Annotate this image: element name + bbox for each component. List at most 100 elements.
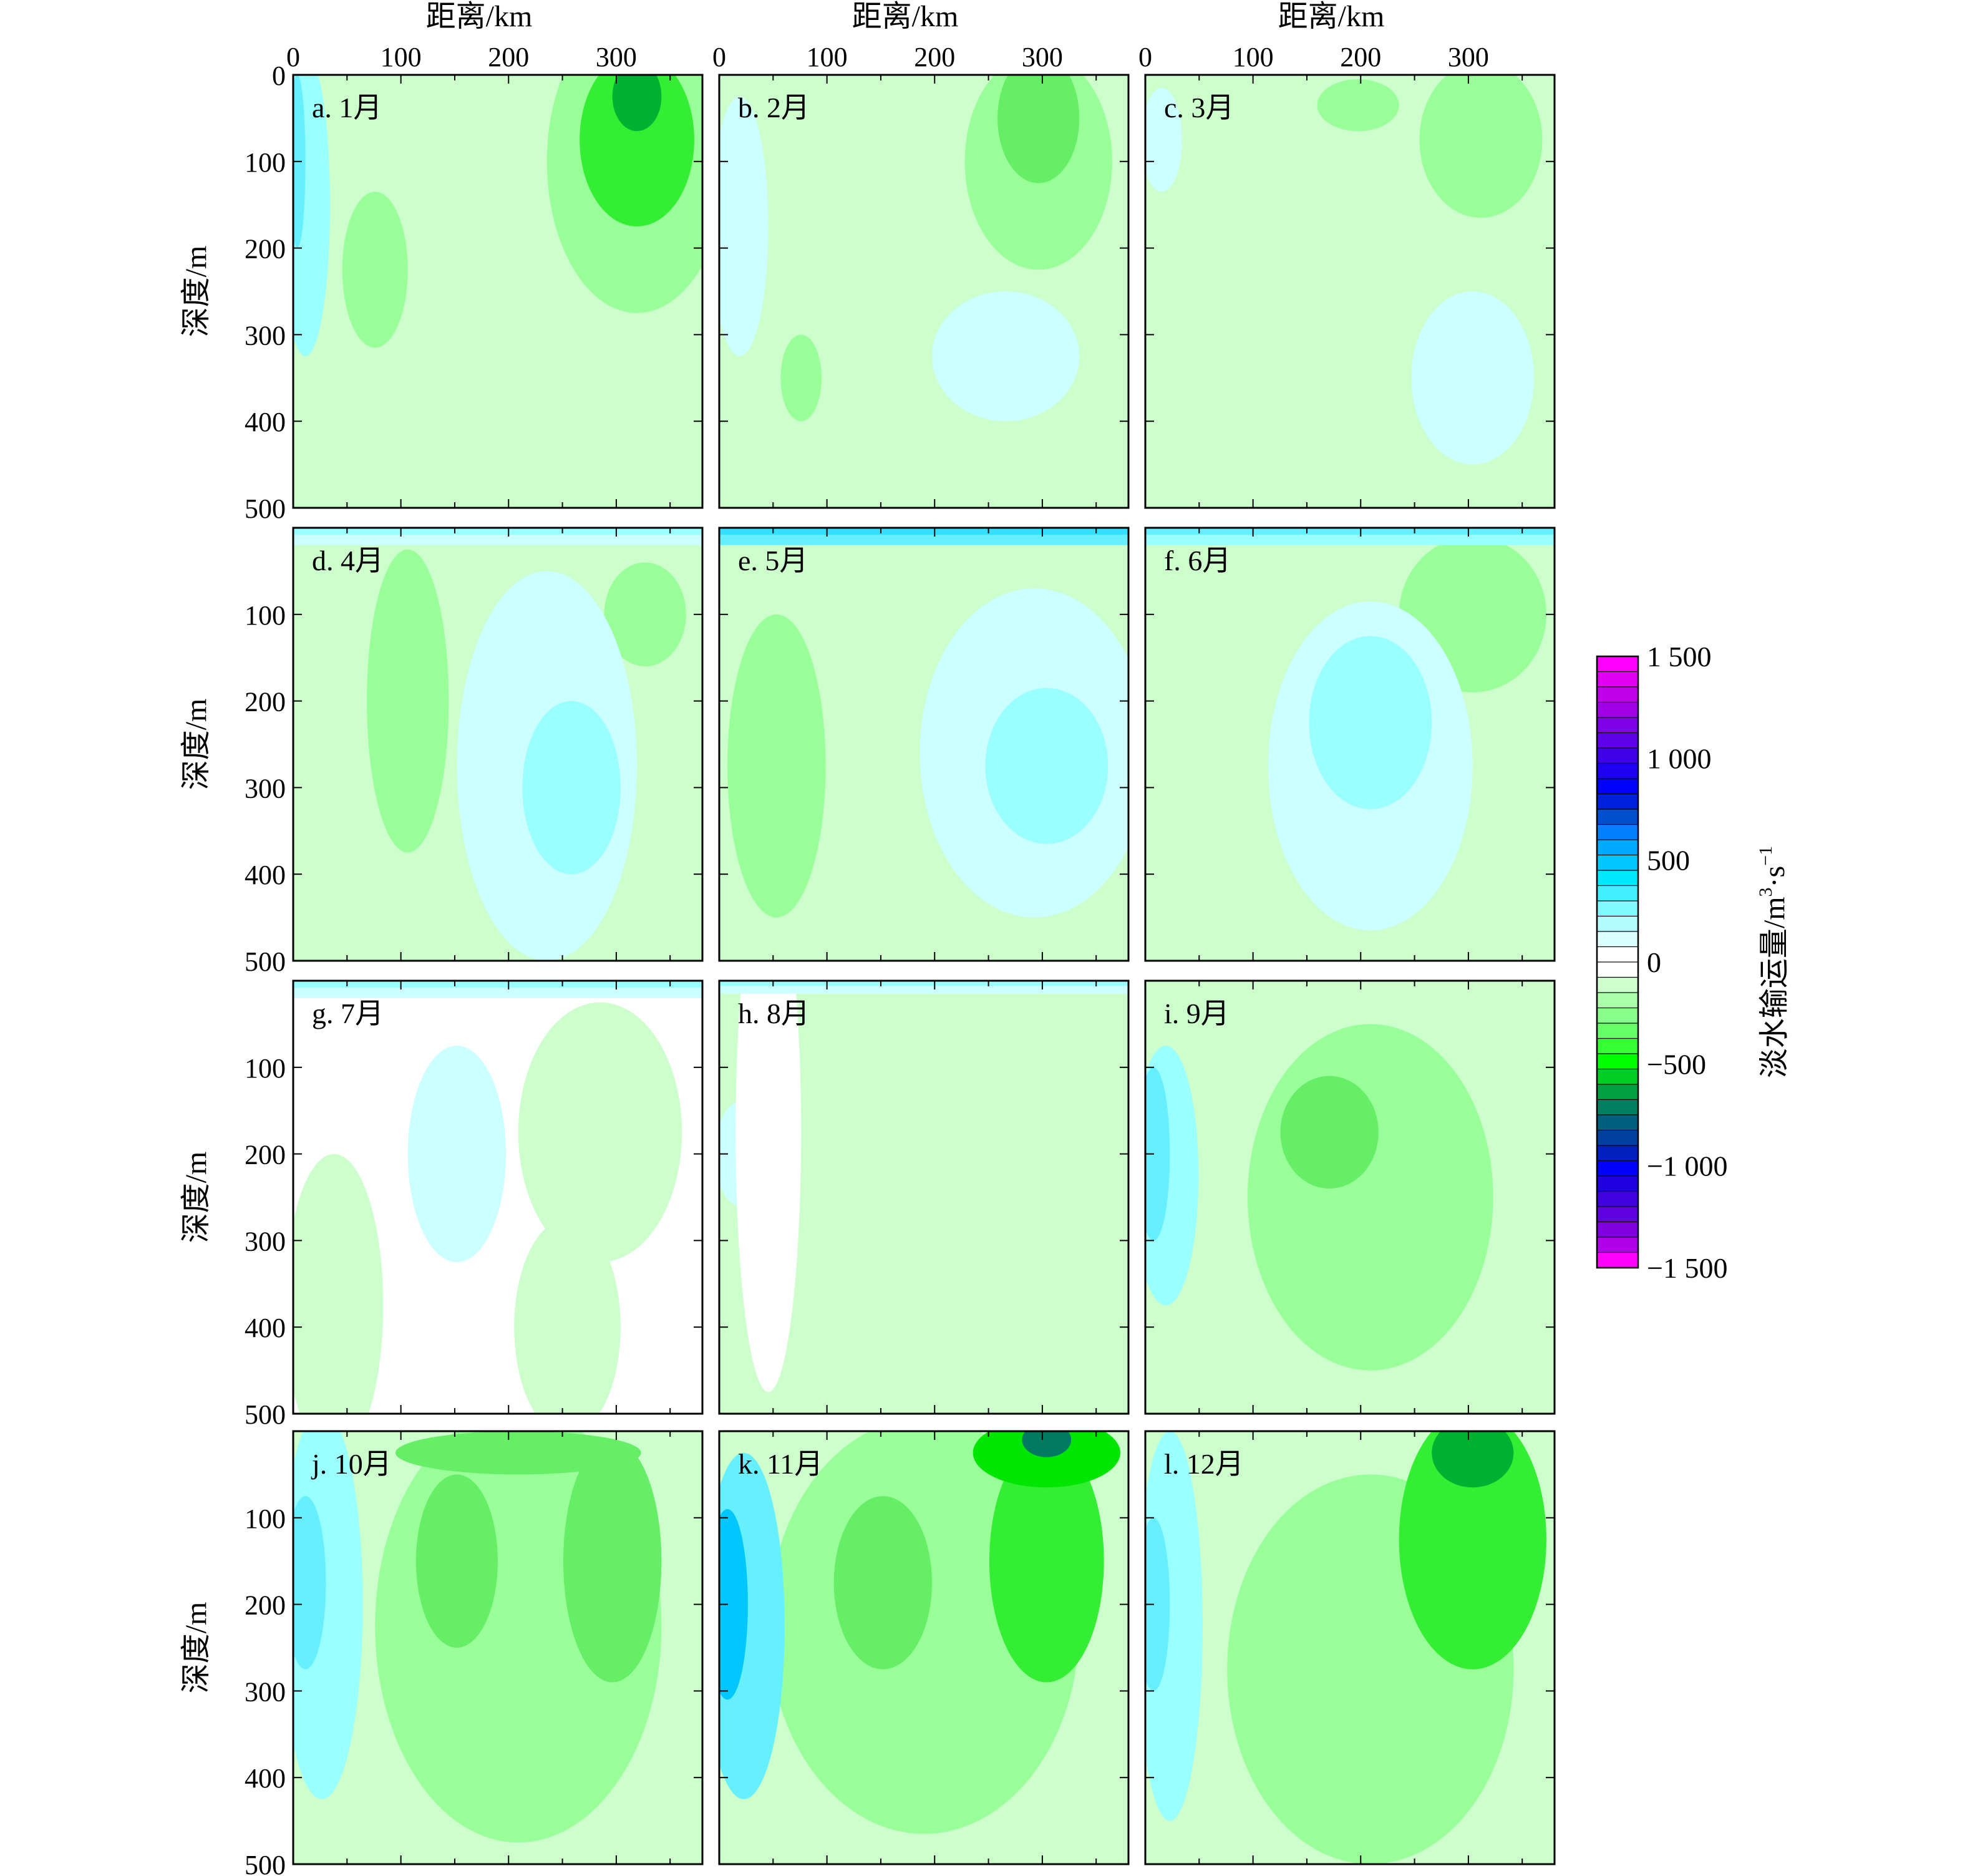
colorbar-tick-label: 1 000 [1647, 742, 1712, 774]
y-tick-label: 300 [245, 773, 286, 804]
colorbar-swatch [1596, 1007, 1639, 1024]
panel-frame [718, 1430, 1130, 1865]
y-tick-label: 200 [245, 1140, 286, 1170]
contour-region [1432, 1431, 1514, 1488]
contour-region [293, 1496, 326, 1669]
colorbar-swatch [1596, 747, 1639, 764]
y-tick-label: 100 [245, 1053, 286, 1084]
colorbar-swatch [1596, 1251, 1639, 1269]
panel-5: e. 5月 [718, 527, 1130, 962]
colorbar-title: 淡水输运量/m3·s−1 [1755, 846, 1791, 1078]
contour-region [719, 96, 769, 357]
panel-label: k. 11月 [738, 1448, 823, 1480]
panel-3: 0 100 200 300 c. 3月 [1138, 42, 1556, 509]
y-tick-label: 100 [245, 600, 286, 631]
colorbar-swatch [1596, 1084, 1639, 1101]
x-axis-title: 距离/km [426, 0, 533, 33]
panel-label: c. 3月 [1164, 92, 1234, 124]
contour-region [932, 291, 1080, 422]
y-tick-label: 500 [245, 1399, 286, 1430]
panel-7: 100 200 300 400 500 g. 7月 [245, 979, 704, 1430]
panel-frame [292, 979, 704, 1415]
contour-region [1411, 291, 1535, 465]
colorbar-swatch [1596, 793, 1639, 810]
y-axis-title: 深度/m [180, 699, 213, 790]
contour-region [1145, 1067, 1170, 1241]
panel-field [1145, 75, 1555, 508]
colorbar-frame [1596, 655, 1639, 1269]
colorbar-swatch [1596, 1068, 1639, 1086]
colorbar-swatch [1596, 824, 1639, 841]
colorbar-swatch [1596, 885, 1639, 902]
y-tick-label: 300 [245, 1226, 286, 1256]
colorbar-swatch [1596, 656, 1639, 673]
panel-grid: 0 100 200 300 400 500 0 100 200 300 a. 1月 0 100 200 30… [245, 42, 1556, 1876]
panel-field [1145, 981, 1555, 1414]
colorbar-swatch [1596, 1053, 1639, 1070]
contour-region [1309, 636, 1432, 810]
panel-10: 100 200 300 400 500 j. 10月 [245, 1430, 704, 1876]
contour-region [395, 1431, 641, 1475]
panel-4: 100 200 300 400 500 d. 4月 [245, 527, 704, 977]
colorbar-swatch [1596, 1145, 1639, 1162]
colorbar-swatch [1596, 976, 1639, 994]
panel-label: j. 10月 [311, 1448, 392, 1480]
x-tick-label: 300 [596, 42, 637, 72]
colorbar-swatch [1596, 854, 1639, 872]
panel-label: i. 9月 [1164, 998, 1230, 1029]
colorbar-tick-label: 1 500 [1647, 641, 1712, 673]
contour-region [1317, 79, 1399, 132]
colorbar-swatch [1596, 717, 1639, 734]
contour-region [780, 334, 822, 422]
y-tick-label: 400 [245, 860, 286, 890]
panel-frame [1144, 979, 1556, 1415]
x-tick-label: 100 [807, 42, 848, 72]
panel-field [1145, 1431, 1555, 1864]
x-tick-label: 200 [1340, 42, 1381, 72]
contour-region [989, 1439, 1104, 1683]
x-axis-title: 距离/km [1278, 0, 1385, 33]
contour-region [985, 688, 1109, 844]
colorbar-swatch [1596, 1038, 1639, 1055]
panel-field [719, 981, 1128, 1414]
y-tick-label: 500 [245, 493, 286, 524]
panel-label: l. 12月 [1164, 1448, 1244, 1480]
y-tick-label: 300 [245, 320, 286, 351]
colorbar-swatch [1596, 839, 1639, 856]
contour-region [1145, 1517, 1170, 1691]
x-tick-label: 0 [712, 42, 726, 72]
contour-region [973, 1431, 1120, 1488]
panel-8: h. 8月 [718, 979, 1130, 1415]
y-tick-label: 100 [245, 147, 286, 178]
panel-2: 0 100 200 300 b. 2月 [712, 42, 1130, 509]
colorbar-swatch [1596, 992, 1639, 1009]
colorbar-swatch [1596, 1237, 1639, 1253]
contour-region [518, 1002, 682, 1263]
x-tick-label: 300 [1022, 42, 1063, 72]
colorbar-swatch [1596, 1129, 1639, 1147]
y-tick-label: 400 [245, 407, 286, 437]
colorbar-swatch [1596, 732, 1639, 749]
colorbar-swatch [1596, 946, 1639, 963]
contour-region [415, 1474, 498, 1648]
y-tick-label: 400 [245, 1763, 286, 1794]
panel-frame [292, 1430, 704, 1865]
contour-region [367, 549, 449, 853]
surface-core [1145, 528, 1555, 535]
panel-1: 0 100 200 300 400 500 0 100 200 300 a. 1月 [245, 42, 704, 524]
contour-region [1248, 1024, 1493, 1371]
colorbar-swatch [1596, 870, 1639, 887]
panel-field [293, 981, 702, 1414]
colorbar-swatch [1596, 931, 1639, 948]
contour-region [727, 614, 826, 918]
panel-12: l. 12月 [1144, 1430, 1556, 1865]
colorbar-swatch [1596, 900, 1639, 917]
contour-region [514, 1218, 621, 1414]
panel-label: g. 7月 [312, 998, 384, 1029]
contour-region [293, 1154, 384, 1414]
contour-region [612, 75, 662, 132]
panel-frame [718, 527, 1130, 962]
contour-region [580, 75, 694, 226]
colorbar-tick-label: 500 [1647, 845, 1690, 877]
